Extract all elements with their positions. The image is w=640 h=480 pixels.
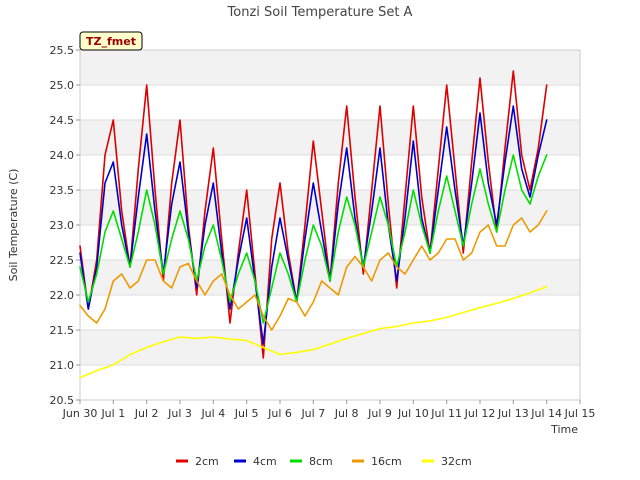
x-tick-label: Jul 7 (300, 407, 325, 420)
x-tick-label: Jul 6 (267, 407, 292, 420)
plot-band (80, 295, 580, 330)
plot-band (80, 85, 580, 120)
y-tick-label: 20.5 (50, 394, 75, 407)
legend-label-16cm: 16cm (371, 455, 402, 468)
series-line-32cm (79, 285, 548, 379)
series-layer (79, 70, 548, 379)
chart-title: Tonzi Soil Temperature Set A (227, 5, 413, 20)
plot-band (80, 50, 580, 85)
axis-layer: 20.5 21.0 21.5 22.0 22.5 23.0 23.5 24.0 24.5 25.0… (50, 44, 596, 420)
x-tick-label: Jul 4 (200, 407, 225, 420)
y-tick-label: 21.0 (50, 359, 75, 372)
x-tick-label: Jul 11 (430, 407, 462, 420)
legend-label-32cm: 32cm (441, 455, 472, 468)
x-tick-label: Jul 10 (397, 407, 429, 420)
plot-background-bands (80, 50, 580, 400)
x-tick-label: Jul 5 (234, 407, 259, 420)
x-tick-label: Jul 9 (367, 407, 392, 420)
x-tick-label: Jul 15 (564, 407, 596, 420)
plot-band (80, 365, 580, 400)
y-tick-label: 23.5 (50, 184, 75, 197)
plot-band (80, 225, 580, 260)
y-tick-label: 22.0 (50, 289, 75, 302)
x-tick-label: Jul 2 (134, 407, 159, 420)
site-tag-badge: TZ_fmet (79, 31, 143, 51)
y-tick-label: 24.5 (50, 114, 75, 127)
x-tick-label: Jul 3 (167, 407, 192, 420)
y-tick-label: 24.0 (50, 149, 75, 162)
x-tick-label: Jul 8 (334, 407, 359, 420)
series-line-2cm (79, 70, 548, 359)
plot-band (80, 155, 580, 190)
y-tick-label: 21.5 (50, 324, 75, 337)
legend-label-2cm: 2cm (195, 455, 219, 468)
plot-band (80, 120, 580, 155)
x-tick-label: Jun 30 (62, 407, 98, 420)
site-tag-label: TZ_fmet (86, 35, 136, 48)
y-axis-label: Soil Temperature (C) (7, 169, 20, 282)
x-tick-label: Jul 13 (497, 407, 529, 420)
y-tick-label: 23.0 (50, 219, 75, 232)
plot-band (80, 330, 580, 365)
y-tick-label: 22.5 (50, 254, 75, 267)
legend-label-4cm: 4cm (253, 455, 277, 468)
y-tick-label: 25.5 (50, 44, 75, 57)
y-tick-label: 25.0 (50, 79, 75, 92)
series-line-16cm (79, 210, 548, 331)
series-line-4cm (79, 105, 548, 345)
legend-label-8cm: 8cm (309, 455, 333, 468)
x-tick-label: Jul 1 (100, 407, 125, 420)
x-axis-label: Time (550, 423, 578, 436)
legend: 2cm 4cm 8cm 16cm 32cm (176, 455, 472, 468)
series-line-8cm (79, 154, 548, 324)
x-tick-label: Jul 12 (464, 407, 496, 420)
x-tick-label: Jul 14 (530, 407, 562, 420)
